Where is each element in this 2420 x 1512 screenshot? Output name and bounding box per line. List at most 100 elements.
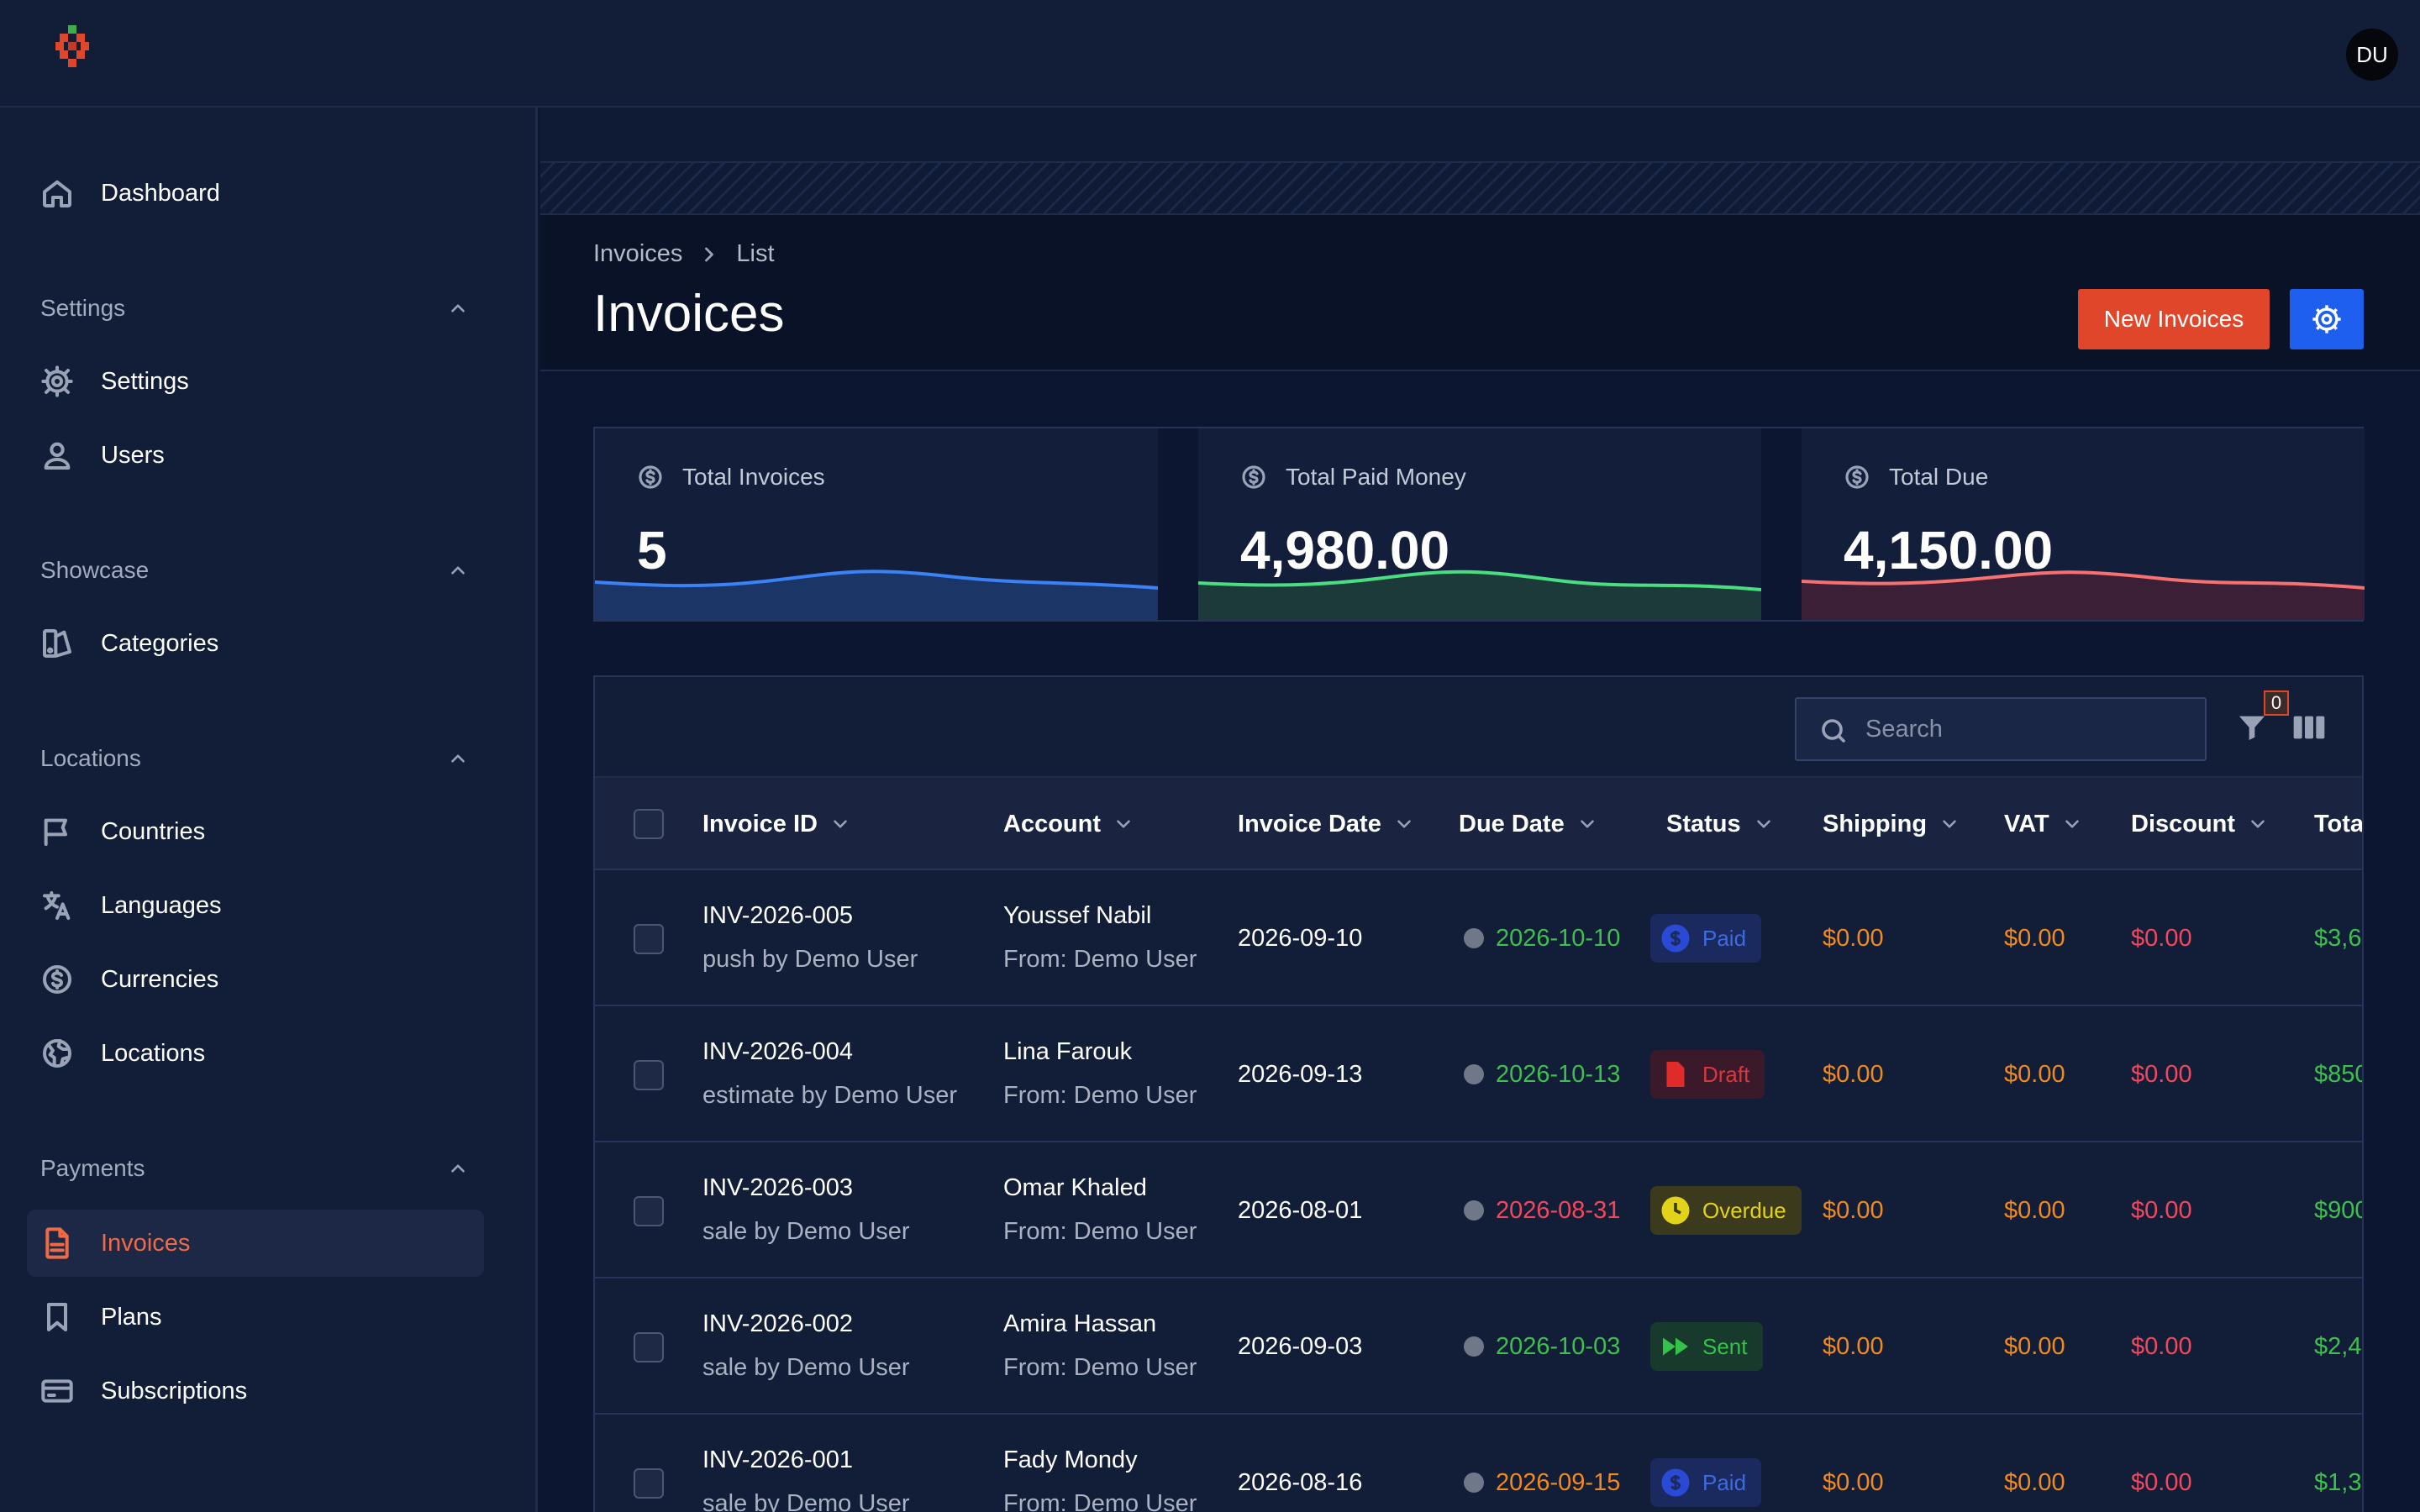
group-title: Settings (40, 295, 126, 321)
column-account[interactable]: Account (1003, 778, 1134, 870)
column-shipping[interactable]: Shipping (1823, 778, 1960, 870)
dollar-icon (43, 965, 71, 994)
new-invoice-button[interactable]: New Invoices (2078, 289, 2270, 349)
sidebar: Dashboard Settings Settings Users Showca… (0, 108, 538, 1512)
stat-value: 5 (637, 520, 667, 580)
shipping-cell: $0.00 (1823, 1061, 1884, 1088)
group-locations[interactable]: Locations (40, 738, 469, 780)
sidebar-item-label: Categories (101, 630, 219, 657)
status-badge: Paid (1650, 914, 1762, 963)
column-total[interactable]: Tota (2314, 811, 2364, 837)
shipping-cell: $0.00 (1823, 1197, 1884, 1224)
sidebar-item-settings[interactable]: Settings (27, 348, 484, 415)
chevron-down-icon (834, 820, 847, 828)
page-title: Invoices (593, 285, 785, 343)
stat-label: Total Due (1889, 464, 1989, 490)
page-header: Invoices List Invoices New Invoices (540, 215, 2420, 371)
sidebar-item-invoices[interactable]: Invoices (27, 1210, 484, 1277)
chevron-down-icon (2065, 820, 2079, 828)
stats-panel: Total Invoices 5 Total Paid Money 4,980.… (593, 427, 2365, 622)
invoice-date-cell: 2026-08-01 (1238, 1197, 1363, 1224)
columns-icon[interactable] (2292, 712, 2326, 743)
row-checkbox[interactable] (634, 1332, 664, 1362)
table-row[interactable]: INV-2026-002 sale by Demo User Amira Hass… (595, 1278, 2362, 1415)
check-circle-icon (1464, 1064, 1484, 1084)
sidebar-item-currencies[interactable]: Currencies (27, 946, 484, 1013)
sidebar-item-label: Countries (101, 818, 206, 845)
row-checkbox[interactable] (634, 924, 664, 954)
sidebar-item-categories[interactable]: Categories (27, 610, 484, 677)
select-all-checkbox[interactable] (634, 809, 664, 839)
stat-label: Total Paid Money (1286, 464, 1466, 490)
invoice-date-cell: 2026-08-16 (1238, 1469, 1363, 1496)
gear-icon (41, 365, 73, 397)
total-cell: $1,3 (2314, 1469, 2362, 1496)
sparkline (1198, 570, 1761, 620)
breadcrumb-invoices[interactable]: Invoices (593, 240, 683, 267)
total-cell: $2,4 (2314, 1333, 2362, 1360)
due-date-cell: 2026-10-10 (1464, 870, 1620, 1006)
row-checkbox[interactable] (634, 1060, 664, 1090)
status-badge: Paid (1650, 1458, 1762, 1507)
filter-icon[interactable] (2235, 711, 2269, 744)
group-title: Locations (40, 745, 141, 771)
sidebar-item-label: Subscriptions (101, 1378, 248, 1404)
group-settings[interactable]: Settings (40, 287, 469, 329)
sidebar-item-plans[interactable]: Plans (27, 1284, 484, 1351)
due-date-cell: 2026-09-15 (1464, 1415, 1620, 1512)
shipping-cell: $0.00 (1823, 1333, 1884, 1360)
discount-cell: $0.00 (2131, 1197, 2192, 1224)
main-content: Invoices List Invoices New Invoices Tota… (540, 108, 2420, 1512)
sidebar-item-subscriptions[interactable]: Subscriptions (27, 1357, 484, 1425)
invoice-date-cell: 2026-09-03 (1238, 1333, 1363, 1360)
user-icon (44, 442, 71, 470)
table-row[interactable]: INV-2026-005 push by Demo User Youssef Na… (595, 870, 2362, 1006)
app-logo[interactable] (55, 25, 106, 84)
group-showcase[interactable]: Showcase (40, 549, 469, 591)
status-badge: Overdue (1650, 1186, 1802, 1235)
table-row[interactable]: INV-2026-003 sale by Demo User Omar Khale… (595, 1142, 2362, 1278)
column-status[interactable]: Status (1666, 778, 1775, 870)
table-row[interactable]: INV-2026-001 sale by Demo User Fady Mondy… (595, 1415, 2362, 1512)
row-checkbox[interactable] (634, 1196, 664, 1226)
file-icon (45, 1227, 69, 1259)
dollar-icon (639, 465, 662, 489)
bookmark-icon (47, 1303, 67, 1331)
chevron-down-icon (1580, 820, 1594, 828)
group-payments[interactable]: Payments (40, 1147, 469, 1189)
column-invoice-id[interactable]: Invoice ID (702, 778, 851, 870)
sidebar-item-dashboard[interactable]: Dashboard (27, 160, 484, 227)
chevron-up-icon (451, 754, 465, 763)
card-icon (41, 1379, 73, 1403)
top-bar: DU (0, 0, 2420, 108)
sidebar-item-label: Languages (101, 892, 222, 919)
table-row[interactable]: INV-2026-004 estimate by Demo User Lina F… (595, 1006, 2362, 1142)
sidebar-item-label: Users (101, 442, 165, 469)
shipping-cell: $0.00 (1823, 925, 1884, 952)
column-invoice-date[interactable]: Invoice Date (1238, 778, 1415, 870)
column-due-date[interactable]: Due Date (1459, 778, 1598, 870)
clock-icon (1661, 1196, 1690, 1225)
settings-button[interactable] (2290, 289, 2364, 349)
due-date-cell: 2026-08-31 (1464, 1142, 1620, 1278)
column-discount[interactable]: Discount (2131, 778, 2269, 870)
gear-icon (2312, 305, 2341, 333)
sidebar-item-languages[interactable]: Languages (27, 872, 484, 939)
vat-cell: $0.00 (2004, 1197, 2065, 1224)
sidebar-item-users[interactable]: Users (27, 422, 484, 489)
search-input[interactable]: Search (1795, 697, 2207, 761)
due-date-cell: 2026-10-03 (1464, 1278, 1620, 1415)
x-circle-icon (1464, 1200, 1484, 1221)
top-strip (540, 108, 2420, 163)
user-avatar[interactable]: DU (2346, 29, 2398, 81)
stat-card-total-due: Total Due 4,150.00 (1802, 428, 2365, 620)
sidebar-item-locations[interactable]: Locations (27, 1020, 484, 1087)
vat-cell: $0.00 (2004, 1333, 2065, 1360)
search-placeholder: Search (1865, 716, 1943, 743)
stat-value: 4,150.00 (1844, 520, 2054, 580)
chevron-up-icon (451, 566, 465, 575)
sidebar-item-countries[interactable]: Countries (27, 798, 484, 865)
total-cell: $3,6 (2314, 925, 2362, 952)
row-checkbox[interactable] (634, 1468, 664, 1499)
column-vat[interactable]: VAT (2004, 778, 2083, 870)
